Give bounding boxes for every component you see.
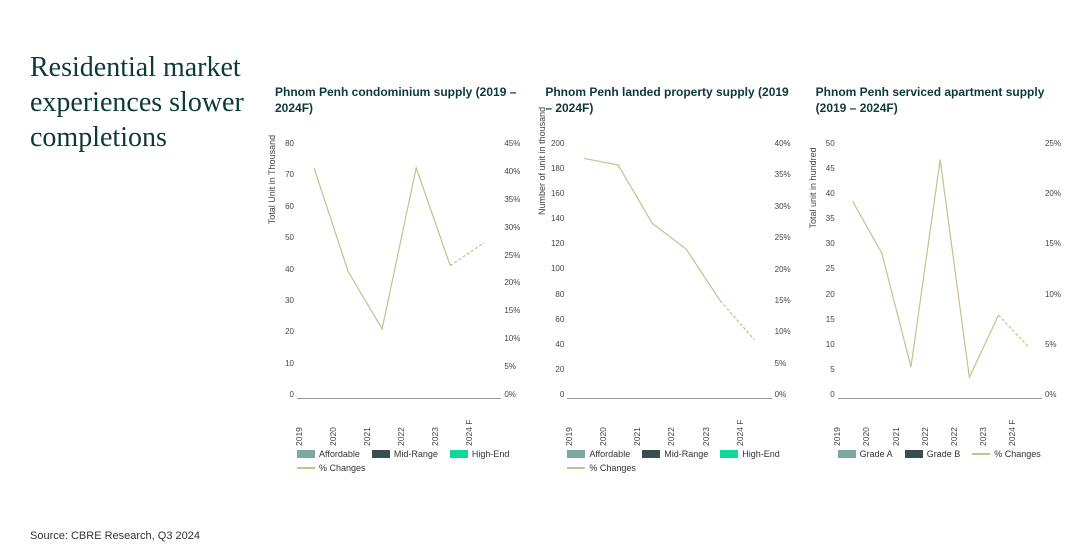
legend-swatch xyxy=(838,450,856,458)
legend-swatch xyxy=(297,450,315,458)
y-left-ticks: 05101520253035404550 xyxy=(816,139,838,399)
legend-swatch-line xyxy=(567,467,585,469)
y-axis-label: Total Unit in Thousand xyxy=(267,135,277,224)
legend-label: Affordable xyxy=(319,449,360,459)
legend: Grade A Grade B % Changes xyxy=(838,449,1068,459)
legend-label: % Changes xyxy=(589,463,636,473)
legend-label: % Changes xyxy=(319,463,366,473)
plot xyxy=(838,139,1042,399)
legend-label: High-End xyxy=(472,449,510,459)
chart-title: Phnom Penh condominium supply (2019 – 20… xyxy=(275,85,527,119)
legend-item: Grade A xyxy=(838,449,893,459)
legend-item: Mid-Range xyxy=(642,449,708,459)
legend-label: Grade B xyxy=(927,449,961,459)
legend-label: Mid-Range xyxy=(394,449,438,459)
y-left-ticks: 01020304050607080 xyxy=(275,139,297,399)
x-labels: 201920202021202220232024 F xyxy=(297,403,501,443)
legend-label: High-End xyxy=(742,449,780,459)
bars xyxy=(297,139,501,398)
x-label: 2024 F xyxy=(464,428,504,446)
page-title: Residential market experiences slower co… xyxy=(30,50,260,155)
source-text: Source: CBRE Research, Q3 2024 xyxy=(30,530,200,542)
legend-label: Mid-Range xyxy=(664,449,708,459)
legend-item: High-End xyxy=(720,449,780,459)
legend-swatch xyxy=(450,450,468,458)
legend-item: % Changes xyxy=(297,463,366,473)
y-left-ticks: 020406080100120140160180200 xyxy=(545,139,567,399)
legend-label: Affordable xyxy=(589,449,630,459)
bars xyxy=(838,139,1042,398)
legend-swatch-line xyxy=(972,453,990,455)
legend-label: Grade A xyxy=(860,449,893,459)
plot xyxy=(567,139,771,399)
charts-row: Phnom Penh condominium supply (2019 – 20… xyxy=(275,85,1068,510)
chart-condo: Phnom Penh condominium supply (2019 – 20… xyxy=(275,85,527,510)
chart-landed: Phnom Penh landed property supply (2019 … xyxy=(545,85,797,510)
y-axis-label: Number of unit in thousand xyxy=(537,107,547,215)
legend: Affordable Mid-Range High-End % Changes xyxy=(297,449,527,473)
y-right-ticks: 0%5%10%15%20%25%30%35%40% xyxy=(772,139,798,399)
legend-label: % Changes xyxy=(994,449,1041,459)
x-label: 2024 F xyxy=(735,428,775,446)
legend-swatch-line xyxy=(297,467,315,469)
legend-swatch xyxy=(720,450,738,458)
legend-swatch xyxy=(567,450,585,458)
plot-area: Number of unit in thousand02040608010012… xyxy=(545,139,797,399)
x-label: 2024 F xyxy=(1007,428,1047,446)
legend: Affordable Mid-Range High-End % Changes xyxy=(567,449,797,473)
plot-area: Total Unit in Thousand010203040506070800… xyxy=(275,139,527,399)
legend-item: Affordable xyxy=(567,449,630,459)
y-right-ticks: 0%5%10%15%20%25% xyxy=(1042,139,1068,399)
plot xyxy=(297,139,501,399)
legend-item: High-End xyxy=(450,449,510,459)
chart-title: Phnom Penh serviced apartment supply (20… xyxy=(816,85,1068,119)
x-labels: 2019202020212022202220232024 F xyxy=(838,403,1042,443)
chart-title: Phnom Penh landed property supply (2019 … xyxy=(545,85,797,119)
legend-item: % Changes xyxy=(972,449,1041,459)
legend-swatch xyxy=(905,450,923,458)
chart-serviced: Phnom Penh serviced apartment supply (20… xyxy=(816,85,1068,510)
legend-item: Grade B xyxy=(905,449,961,459)
legend-item: Mid-Range xyxy=(372,449,438,459)
legend-item: % Changes xyxy=(567,463,636,473)
plot-area: Total unit in hundred0510152025303540455… xyxy=(816,139,1068,399)
legend-swatch xyxy=(372,450,390,458)
y-right-ticks: 0%5%10%15%20%25%30%35%40%45% xyxy=(501,139,527,399)
y-axis-label: Total unit in hundred xyxy=(808,147,818,228)
legend-swatch xyxy=(642,450,660,458)
legend-item: Affordable xyxy=(297,449,360,459)
bars xyxy=(567,139,771,398)
x-labels: 201920202021202220232024 F xyxy=(567,403,771,443)
